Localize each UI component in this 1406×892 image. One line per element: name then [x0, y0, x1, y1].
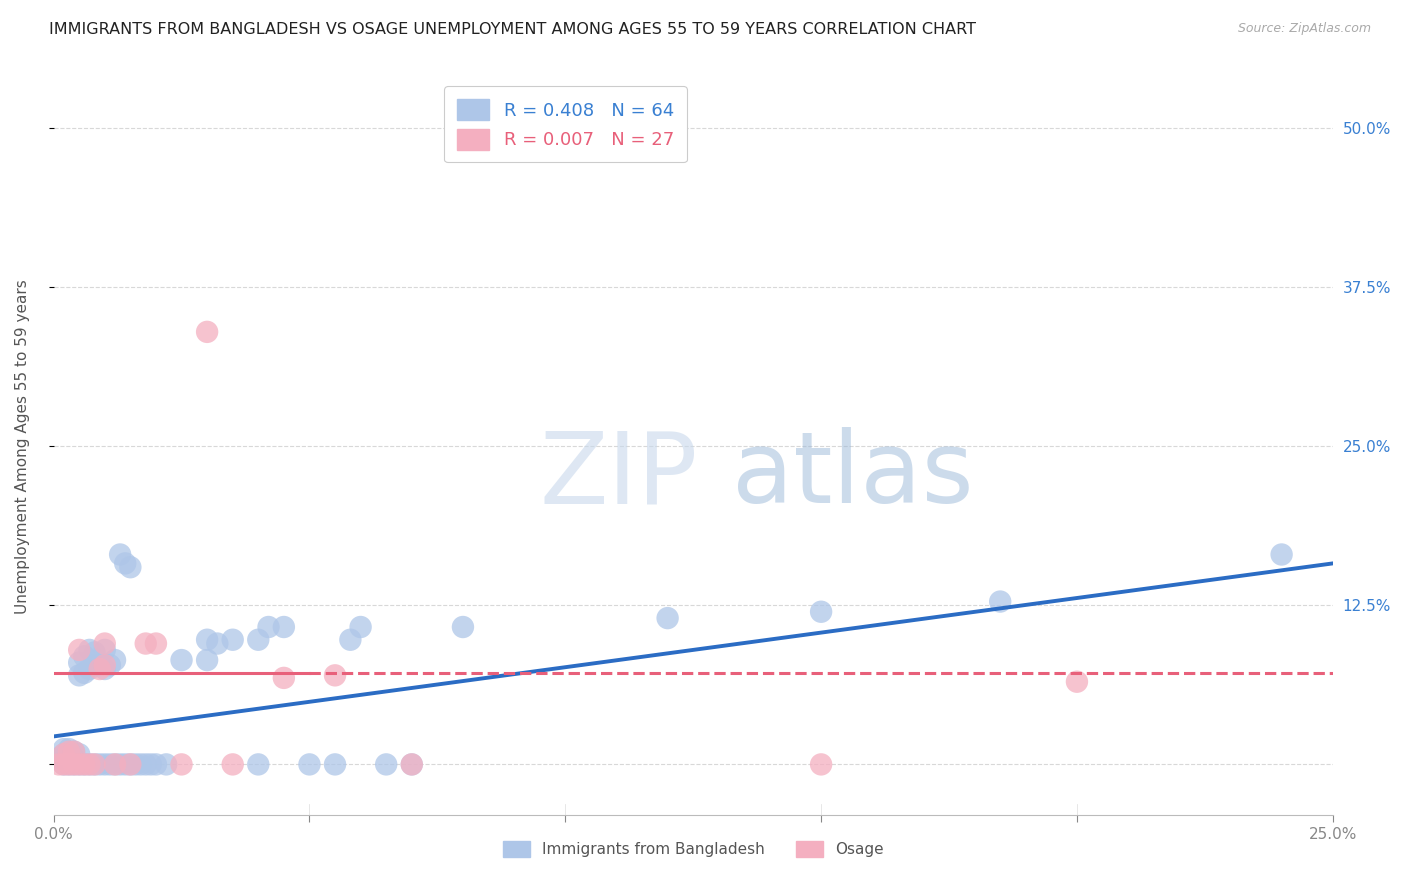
- Point: [401, 757, 423, 772]
- Point: [52, 757, 75, 772]
- Point: [1271, 548, 1294, 562]
- Point: [83, 645, 105, 659]
- Point: [79, 757, 101, 772]
- Point: [170, 757, 193, 772]
- Point: [129, 757, 152, 772]
- Point: [104, 653, 127, 667]
- Point: [323, 668, 346, 682]
- Point: [94, 636, 117, 650]
- Point: [195, 653, 218, 667]
- Point: [63, 757, 86, 772]
- Point: [104, 757, 127, 772]
- Point: [108, 757, 131, 772]
- Point: [73, 757, 96, 772]
- Point: [273, 671, 295, 685]
- Point: [247, 632, 270, 647]
- Point: [222, 757, 245, 772]
- Point: [339, 632, 361, 647]
- Point: [120, 757, 142, 772]
- Point: [401, 757, 423, 772]
- Point: [63, 745, 86, 759]
- Point: [98, 757, 121, 772]
- Text: ZIP: ZIP: [540, 427, 697, 524]
- Point: [58, 745, 80, 759]
- Text: Source: ZipAtlas.com: Source: ZipAtlas.com: [1237, 22, 1371, 36]
- Point: [135, 636, 157, 650]
- Point: [139, 757, 162, 772]
- Point: [94, 662, 117, 676]
- Point: [89, 658, 111, 673]
- Point: [67, 757, 90, 772]
- Point: [89, 757, 111, 772]
- Point: [67, 757, 90, 772]
- Point: [135, 757, 157, 772]
- Point: [73, 665, 96, 680]
- Point: [323, 757, 346, 772]
- Point: [79, 643, 101, 657]
- Point: [195, 325, 218, 339]
- Point: [79, 757, 101, 772]
- Point: [349, 620, 371, 634]
- Point: [58, 742, 80, 756]
- Point: [810, 605, 832, 619]
- Point: [1066, 674, 1088, 689]
- Point: [94, 658, 117, 673]
- Point: [195, 632, 218, 647]
- Point: [98, 658, 121, 673]
- Point: [170, 653, 193, 667]
- Point: [451, 620, 474, 634]
- Point: [48, 757, 70, 772]
- Point: [94, 643, 117, 657]
- Point: [52, 747, 75, 762]
- Point: [273, 620, 295, 634]
- Point: [52, 747, 75, 762]
- Text: IMMIGRANTS FROM BANGLADESH VS OSAGE UNEMPLOYMENT AMONG AGES 55 TO 59 YEARS CORRE: IMMIGRANTS FROM BANGLADESH VS OSAGE UNEM…: [49, 22, 976, 37]
- Point: [79, 662, 101, 676]
- Point: [155, 757, 177, 772]
- Point: [58, 757, 80, 772]
- Point: [73, 649, 96, 664]
- Point: [124, 757, 146, 772]
- Point: [63, 745, 86, 759]
- Point: [114, 557, 136, 571]
- Point: [63, 751, 86, 765]
- Point: [988, 594, 1011, 608]
- Point: [94, 757, 117, 772]
- Point: [52, 742, 75, 756]
- Point: [207, 636, 229, 650]
- Point: [145, 636, 167, 650]
- Text: atlas: atlas: [731, 427, 973, 524]
- Point: [67, 656, 90, 670]
- Point: [810, 757, 832, 772]
- Point: [375, 757, 398, 772]
- Point: [67, 747, 90, 762]
- Point: [298, 757, 321, 772]
- Point: [48, 751, 70, 765]
- Point: [257, 620, 280, 634]
- Point: [73, 757, 96, 772]
- Point: [63, 757, 86, 772]
- Point: [120, 560, 142, 574]
- Point: [58, 757, 80, 772]
- Point: [83, 757, 105, 772]
- Point: [657, 611, 679, 625]
- Point: [52, 757, 75, 772]
- Legend: Immigrants from Bangladesh, Osage: Immigrants from Bangladesh, Osage: [496, 835, 890, 863]
- Point: [120, 757, 142, 772]
- Point: [222, 632, 245, 647]
- Point: [104, 757, 127, 772]
- Point: [58, 747, 80, 762]
- Point: [89, 662, 111, 676]
- Point: [145, 757, 167, 772]
- Y-axis label: Unemployment Among Ages 55 to 59 years: Unemployment Among Ages 55 to 59 years: [15, 279, 30, 614]
- Point: [67, 668, 90, 682]
- Point: [67, 643, 90, 657]
- Point: [108, 548, 131, 562]
- Point: [247, 757, 270, 772]
- Point: [83, 658, 105, 673]
- Point: [114, 757, 136, 772]
- Point: [83, 757, 105, 772]
